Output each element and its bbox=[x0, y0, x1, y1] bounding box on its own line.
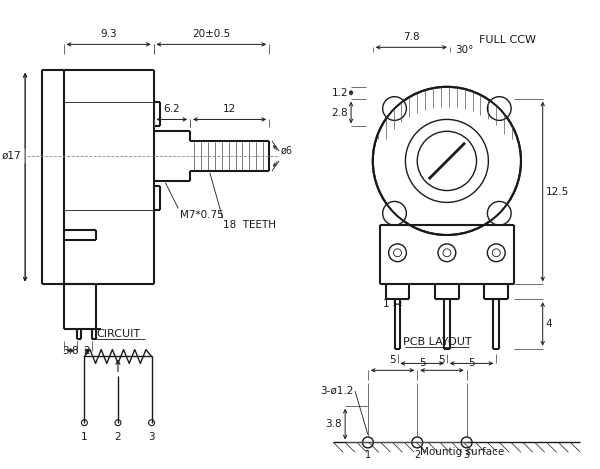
Text: M7*0.75: M7*0.75 bbox=[180, 210, 224, 220]
Text: 5: 5 bbox=[419, 358, 425, 368]
Text: CIRCUIT: CIRCUIT bbox=[96, 329, 140, 339]
Text: ø17: ø17 bbox=[2, 151, 21, 161]
Text: 3: 3 bbox=[464, 450, 470, 461]
Circle shape bbox=[362, 437, 373, 448]
Text: FULL CCW: FULL CCW bbox=[479, 35, 536, 45]
Text: PCB LAYOUT: PCB LAYOUT bbox=[403, 337, 472, 347]
Text: 1: 1 bbox=[81, 431, 88, 441]
Text: 2.8: 2.8 bbox=[331, 107, 348, 118]
Text: ø6: ø6 bbox=[281, 146, 293, 156]
Circle shape bbox=[383, 97, 406, 121]
Circle shape bbox=[487, 97, 511, 121]
Text: 12.5: 12.5 bbox=[545, 187, 569, 197]
Circle shape bbox=[82, 420, 88, 426]
Text: 2: 2 bbox=[414, 450, 421, 461]
Circle shape bbox=[412, 437, 422, 448]
Text: 6.2: 6.2 bbox=[163, 105, 180, 114]
Text: 12: 12 bbox=[223, 105, 236, 114]
Text: 1: 1 bbox=[383, 299, 389, 309]
Text: 9.3: 9.3 bbox=[100, 30, 117, 39]
Text: 5: 5 bbox=[468, 358, 475, 368]
Text: 3-ø1.2: 3-ø1.2 bbox=[320, 386, 353, 396]
Text: 2: 2 bbox=[115, 431, 121, 441]
Circle shape bbox=[149, 420, 155, 426]
Text: 18  TEETH: 18 TEETH bbox=[223, 220, 275, 230]
Text: 1: 1 bbox=[365, 450, 371, 461]
Text: 4: 4 bbox=[545, 319, 552, 329]
Text: 3.8: 3.8 bbox=[326, 419, 342, 429]
Text: Mountig surface: Mountig surface bbox=[419, 447, 504, 457]
Circle shape bbox=[487, 202, 511, 225]
Text: 7.8: 7.8 bbox=[403, 32, 419, 42]
Text: 3.8: 3.8 bbox=[62, 346, 79, 356]
Text: 3: 3 bbox=[148, 431, 155, 441]
Circle shape bbox=[383, 202, 406, 225]
Text: 30°: 30° bbox=[455, 45, 473, 55]
Text: 20±0.5: 20±0.5 bbox=[192, 30, 230, 39]
Text: 2: 2 bbox=[83, 346, 90, 356]
Circle shape bbox=[461, 437, 472, 448]
Circle shape bbox=[115, 420, 121, 426]
Text: 1.2: 1.2 bbox=[331, 88, 348, 98]
Text: 5: 5 bbox=[389, 356, 396, 365]
Text: 5: 5 bbox=[439, 356, 445, 365]
